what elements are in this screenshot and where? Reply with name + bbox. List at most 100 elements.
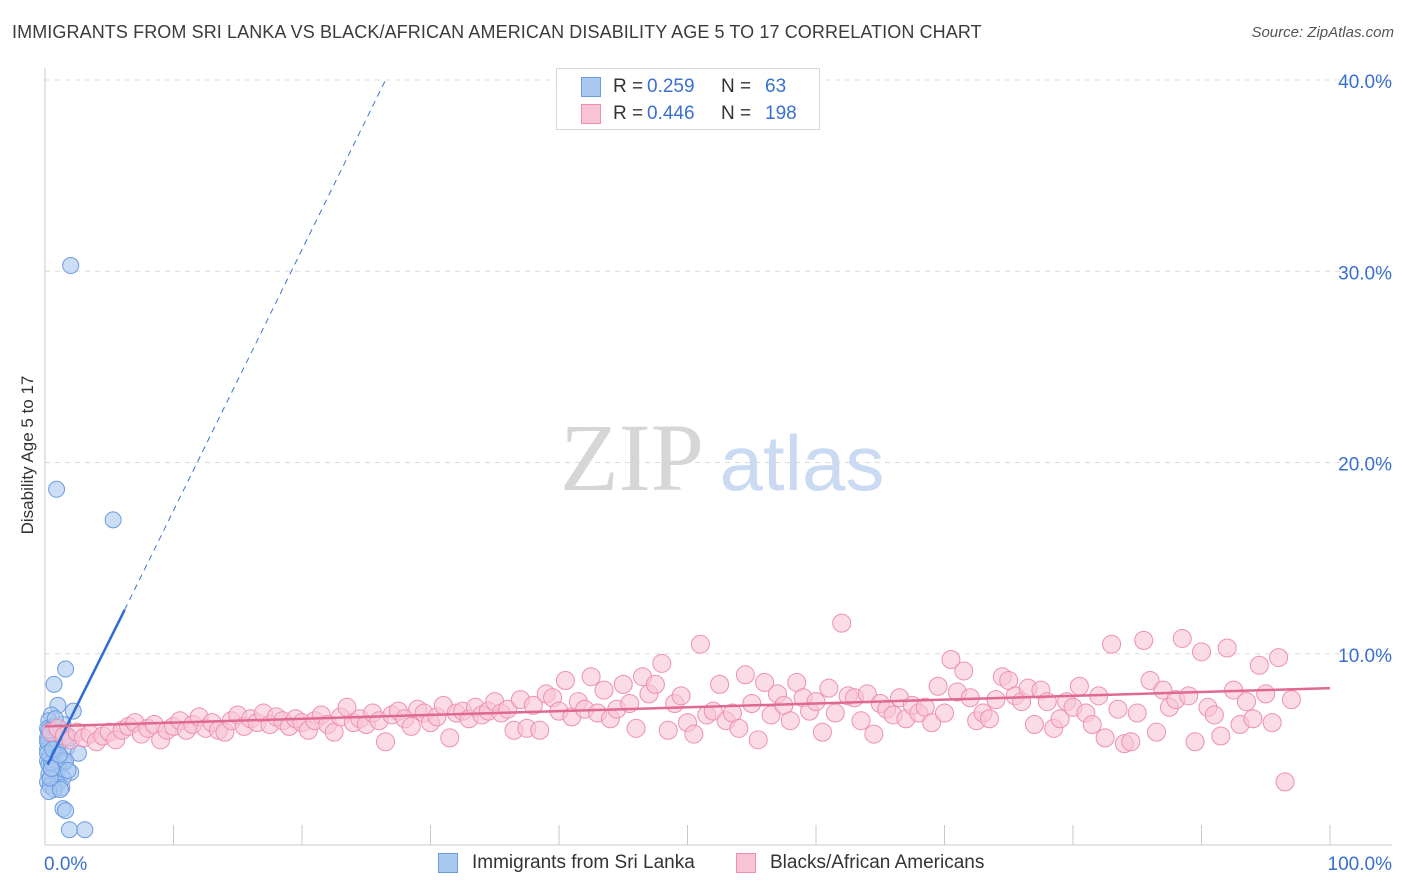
series-black-african-american [41, 613, 1301, 792]
grid-lines [45, 79, 1392, 655]
point-sri-lanka [60, 821, 78, 839]
point-black-african-american [1192, 642, 1211, 662]
x-tick-label-min: 0.0% [44, 854, 87, 875]
watermark-zip: ZIP [560, 404, 704, 511]
point-black-african-american [735, 665, 755, 685]
watermark-atlas: atlas [720, 419, 885, 507]
point-black-african-american [684, 724, 704, 744]
point-black-african-american [1249, 655, 1269, 675]
point-black-african-american [1269, 648, 1289, 668]
point-black-african-american [1134, 630, 1154, 650]
y-tick-label: 20.0% [1338, 455, 1392, 476]
y-axis-label: Disability Age 5 to 17 [18, 375, 37, 535]
legend-r-value: 0.446 [647, 103, 695, 124]
point-black-african-american [1082, 715, 1102, 735]
point-black-african-american [851, 711, 871, 731]
legend-r-value: 0.259 [647, 76, 695, 97]
point-sri-lanka [51, 781, 69, 799]
point-black-african-american [1140, 671, 1160, 691]
legend-swatch-sri-lanka [581, 77, 601, 97]
point-black-african-american [1179, 686, 1199, 706]
point-black-african-american [626, 718, 646, 738]
legend-n-value: 198 [765, 103, 797, 124]
point-black-african-american [581, 667, 601, 687]
legend-n-label: N = [721, 76, 752, 97]
point-black-african-american [401, 716, 421, 736]
point-black-african-american [1281, 690, 1301, 710]
point-black-african-american [1102, 634, 1122, 654]
point-black-african-american [1108, 699, 1128, 719]
point-black-african-american [748, 730, 768, 750]
x-tick-label-max: 100.0% [1328, 854, 1393, 875]
point-sri-lanka [48, 480, 66, 498]
point-sri-lanka [104, 511, 122, 529]
bottom-legend-swatch-sri-lanka [438, 853, 458, 873]
point-black-african-american [530, 720, 550, 740]
point-sri-lanka [59, 761, 77, 779]
point-black-african-american [1204, 705, 1224, 725]
bottom-legend-label-sri-lanka: Immigrants from Sri Lanka [472, 852, 695, 873]
point-black-african-american [523, 695, 543, 715]
legend-r-label: R = [613, 76, 644, 97]
point-black-african-american [1172, 628, 1192, 648]
bottom-legend-black-african-american: Blacks/African Americans [736, 852, 984, 874]
point-black-african-american [710, 674, 730, 694]
point-sri-lanka [62, 257, 80, 275]
point-black-african-american [1262, 713, 1282, 733]
legend-n-value: 63 [765, 76, 787, 97]
bottom-legend-swatch-black-african-american [736, 853, 756, 873]
trend-line-sri-lanka [46, 609, 126, 766]
point-black-african-american [941, 649, 961, 669]
point-black-african-american [922, 713, 942, 733]
y-tick-label: 10.0% [1338, 646, 1392, 667]
point-sri-lanka [57, 660, 75, 678]
point-black-african-american [986, 690, 1006, 710]
point-black-african-american [755, 672, 775, 692]
point-black-african-american [440, 728, 460, 748]
y-tick-label: 40.0% [1338, 72, 1392, 93]
point-black-african-american [1153, 680, 1173, 700]
legend-row-black-african-american: R = 0.446 N = 198 [581, 102, 797, 126]
trend-lines [44, 79, 1331, 766]
point-black-african-american [1121, 732, 1141, 752]
point-black-african-american [690, 634, 710, 654]
point-black-african-american [780, 711, 800, 731]
point-black-african-american [812, 722, 832, 742]
point-black-african-american [1217, 638, 1237, 658]
bottom-legend-label-black-african-american: Blacks/African Americans [770, 852, 985, 873]
legend-swatch-black-african-american [581, 104, 601, 124]
point-black-african-american [832, 613, 852, 633]
point-black-african-american [652, 653, 672, 673]
point-black-african-american [1185, 732, 1205, 752]
point-black-african-american [555, 671, 575, 691]
point-black-african-american [613, 674, 633, 694]
point-black-african-american [1127, 703, 1147, 723]
chart-title: IMMIGRANTS FROM SRI LANKA VS BLACK/AFRIC… [12, 22, 982, 42]
point-black-african-american [928, 676, 948, 696]
bottom-legend-sri-lanka: Immigrants from Sri Lanka [438, 852, 695, 874]
point-black-african-american [819, 678, 839, 698]
point-black-african-american [1147, 722, 1167, 742]
trend-line-sri-lanka-extrapolated [124, 79, 386, 610]
legend-r-label: R = [613, 103, 644, 124]
point-black-african-american [864, 724, 884, 744]
point-black-african-american [806, 692, 826, 712]
point-black-african-american [1275, 772, 1295, 792]
point-black-african-american [376, 732, 396, 752]
point-black-african-american [1211, 726, 1231, 746]
point-black-african-american [742, 693, 762, 713]
point-black-african-american [825, 703, 845, 723]
point-sri-lanka [76, 821, 94, 839]
point-black-african-american [1069, 676, 1089, 696]
correlation-legend: R = 0.259 N = 63 R = 0.446 N = 198 [556, 68, 820, 130]
trend-line-black-african-american [44, 686, 1331, 728]
point-black-african-american [1243, 709, 1263, 729]
point-black-african-american [1236, 692, 1256, 712]
legend-row-sri-lanka: R = 0.259 N = 63 [581, 75, 786, 99]
point-black-african-american [594, 680, 614, 700]
point-black-african-american [729, 718, 749, 738]
source-label: Source: ZipAtlas.com [1251, 24, 1394, 41]
point-sri-lanka [45, 675, 63, 693]
point-black-african-american [658, 720, 678, 740]
